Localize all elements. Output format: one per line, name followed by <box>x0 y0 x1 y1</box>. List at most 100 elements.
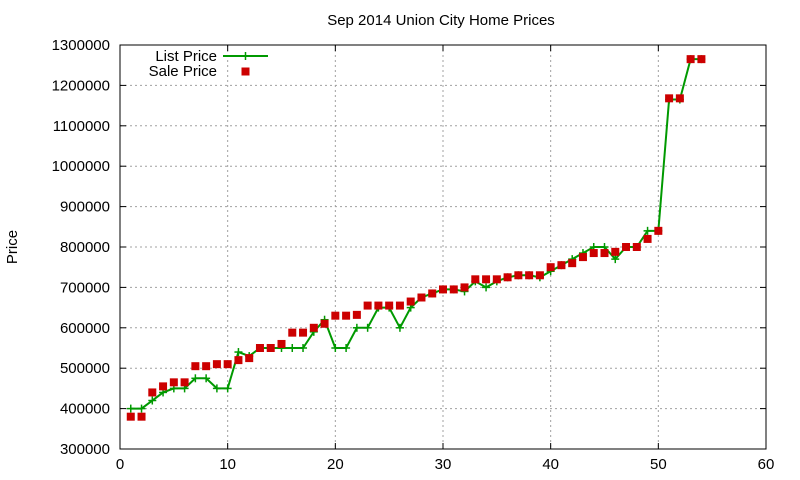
point-list-price <box>611 255 620 264</box>
point-list-price <box>482 283 491 292</box>
point-list-price <box>234 348 243 357</box>
point-sale-price <box>288 328 297 337</box>
point-sale-price <box>245 354 254 363</box>
x-axis-ticks: 0 10 20 30 40 50 60 <box>116 45 775 473</box>
point-list-price <box>395 323 404 332</box>
point-sale-price <box>159 382 168 391</box>
point-sale-price <box>277 339 286 348</box>
legend-marker-list-price <box>241 52 250 60</box>
point-list-price <box>643 226 652 235</box>
x-tick-label: 0 <box>116 456 124 473</box>
x-tick-label: 30 <box>435 456 452 473</box>
point-sale-price <box>180 378 189 387</box>
point-list-price <box>137 404 146 413</box>
point-sale-price <box>374 301 383 310</box>
point-list-price <box>148 396 157 405</box>
point-sale-price <box>675 94 684 103</box>
point-sale-price <box>417 293 426 302</box>
y-tick-label: 900000 <box>60 199 110 216</box>
point-sale-price <box>535 271 544 280</box>
point-sale-price <box>514 271 523 280</box>
point-sale-price <box>406 297 415 306</box>
point-sale-price <box>202 362 211 371</box>
point-sale-price <box>148 388 157 397</box>
legend-label-sale-price: Sale Price <box>149 63 217 80</box>
y-tick-label: 300000 <box>60 441 110 458</box>
point-sale-price <box>697 55 706 64</box>
point-sale-price <box>643 234 652 243</box>
point-sale-price <box>234 356 243 365</box>
y-axis-label: Price <box>4 230 21 264</box>
point-sale-price <box>600 249 609 258</box>
point-sale-price <box>320 319 329 328</box>
grid-lines <box>120 45 766 449</box>
point-list-price <box>299 344 308 352</box>
y-tick-label: 1000000 <box>52 158 110 175</box>
point-sale-price <box>611 247 620 256</box>
point-list-price <box>363 323 372 332</box>
point-list-price <box>212 384 221 393</box>
y-tick-label: 1200000 <box>52 77 110 94</box>
x-tick-label: 20 <box>327 456 344 473</box>
y-tick-label: 600000 <box>60 320 110 337</box>
point-sale-price <box>309 323 318 332</box>
point-list-price <box>223 384 232 393</box>
point-list-price <box>331 344 340 352</box>
point-list-price <box>352 323 361 332</box>
point-sale-price <box>137 412 146 421</box>
legend-label-list-price: List Price <box>155 48 217 65</box>
point-sale-price <box>439 285 447 294</box>
legend-marker-sale-price <box>241 67 250 76</box>
y-tick-label: 1100000 <box>53 118 110 135</box>
point-sale-price <box>385 301 394 310</box>
point-sale-price <box>654 226 663 235</box>
point-sale-price <box>126 412 135 421</box>
point-sale-price <box>546 263 555 272</box>
point-sale-price <box>395 301 404 310</box>
point-list-price <box>191 374 200 383</box>
y-axis-ticks: 300000 400000 500000 600000 700000 800000 9000… <box>52 37 766 458</box>
point-sale-price <box>482 275 491 284</box>
point-sale-price <box>428 289 437 298</box>
point-sale-price <box>578 253 587 262</box>
point-sale-price <box>492 275 501 284</box>
x-tick-label: 50 <box>650 456 667 473</box>
point-sale-price <box>568 259 577 268</box>
point-sale-price <box>665 94 674 103</box>
x-tick-label: 60 <box>758 456 775 473</box>
y-tick-label: 800000 <box>60 239 110 256</box>
point-list-price <box>126 404 135 413</box>
point-sale-price <box>632 243 641 251</box>
x-tick-label: 40 <box>542 456 559 473</box>
point-sale-price <box>557 261 566 270</box>
y-tick-label: 1300000 <box>52 37 110 54</box>
legend: List Price Sale Price <box>149 48 268 80</box>
point-sale-price <box>686 55 695 64</box>
y-tick-label: 500000 <box>60 360 110 377</box>
point-sale-price <box>331 311 340 320</box>
chart-title: Sep 2014 Union City Home Prices <box>327 12 555 29</box>
y-tick-label: 700000 <box>60 279 110 296</box>
point-sale-price <box>191 362 200 371</box>
legend-plus <box>241 52 250 60</box>
point-sale-price <box>342 311 351 320</box>
point-sale-price <box>622 243 631 251</box>
point-sale-price <box>352 310 361 319</box>
point-sale-price <box>589 249 598 258</box>
point-sale-price <box>460 283 469 292</box>
point-sale-price <box>169 378 178 387</box>
point-sale-price <box>223 360 232 369</box>
point-list-price <box>342 344 351 352</box>
point-sale-price <box>449 285 458 294</box>
point-list-price <box>202 374 211 383</box>
x-tick-label: 10 <box>219 456 236 473</box>
point-sale-price <box>212 360 221 369</box>
point-list-price <box>288 344 297 352</box>
point-sale-price <box>503 273 512 282</box>
y-tick-label: 400000 <box>60 401 110 418</box>
data-series <box>126 55 706 421</box>
point-sale-price <box>299 328 308 337</box>
point-sale-price <box>525 271 534 280</box>
